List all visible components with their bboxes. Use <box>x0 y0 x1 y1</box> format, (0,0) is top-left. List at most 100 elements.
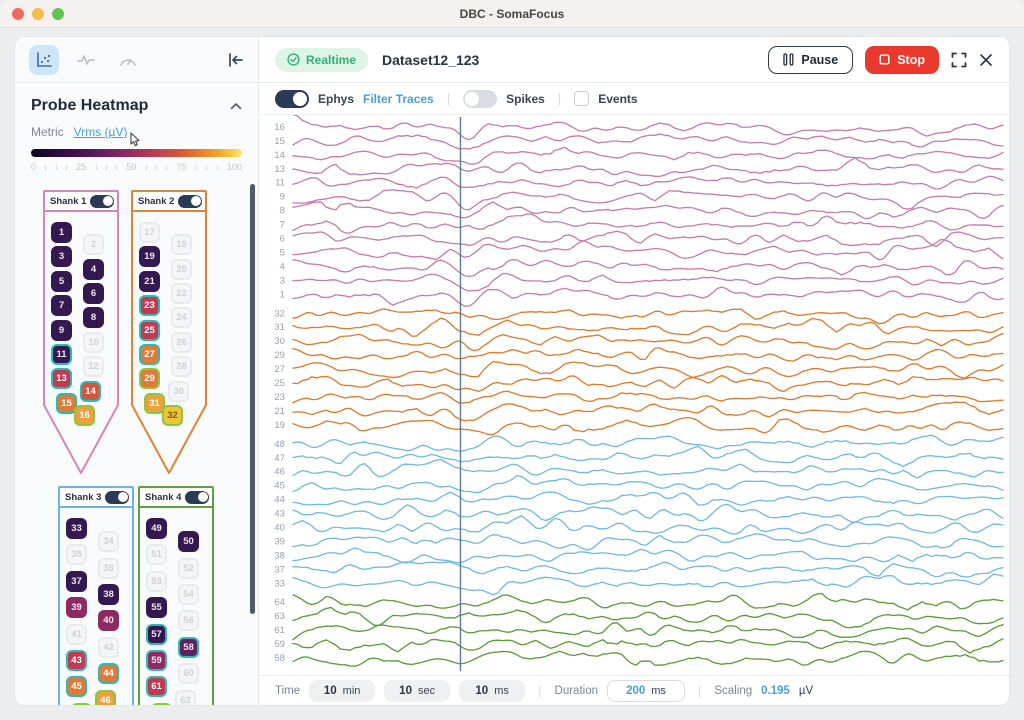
shank-toggle[interactable] <box>178 194 202 208</box>
channel-cell-20[interactable]: 20 <box>171 258 192 280</box>
trace-channel-15[interactable] <box>292 133 1004 150</box>
sidebar-scrollbar[interactable] <box>250 184 255 614</box>
channel-cell-12[interactable]: 12 <box>83 356 104 378</box>
trace-channel-31[interactable] <box>292 317 1004 337</box>
channel-cell-34[interactable]: 34 <box>98 531 119 553</box>
fullscreen-button[interactable] <box>951 52 967 68</box>
trace-channel-37[interactable] <box>292 561 1004 578</box>
trace-channel-45[interactable] <box>292 474 1004 494</box>
duration-input[interactable]: 200 ms <box>607 679 685 702</box>
ephys-toggle[interactable] <box>275 89 309 108</box>
channel-cell-17[interactable]: 17 <box>139 222 160 243</box>
trace-channel-14[interactable] <box>292 146 1004 165</box>
channel-cell-8[interactable]: 8 <box>83 307 104 329</box>
metric-select-link[interactable]: Vrms (µV) <box>73 125 128 139</box>
trace-channel-64[interactable] <box>292 592 1004 611</box>
trace-channel-27[interactable] <box>292 361 1004 379</box>
channel-cell-29[interactable]: 29 <box>139 368 160 390</box>
channel-cell-26[interactable]: 26 <box>171 331 192 353</box>
shank-toggle[interactable] <box>105 490 129 504</box>
channel-cell-6[interactable]: 6 <box>83 283 104 304</box>
close-window-button[interactable] <box>12 8 24 20</box>
channel-cell-51[interactable]: 51 <box>146 544 167 566</box>
shank-toggle[interactable] <box>90 194 114 208</box>
trace-channel-63[interactable] <box>292 606 1004 629</box>
trace-channel-48[interactable] <box>292 434 1004 452</box>
trace-channel-19[interactable] <box>292 416 1004 436</box>
trace-channel-39[interactable] <box>292 533 1004 551</box>
trace-channel-61[interactable] <box>292 622 1004 641</box>
channel-cell-35[interactable]: 35 <box>66 544 87 566</box>
channel-cell-25[interactable]: 25 <box>139 319 160 341</box>
trace-plot[interactable]: 16 15 14 13 11 9 8 7 6 5 4 3 1 32 31 30 29 27 25 23 21 19 48 47… <box>259 115 1009 675</box>
time-min-field[interactable]: 10 min <box>309 679 376 702</box>
channel-cell-1[interactable]: 1 <box>51 222 72 243</box>
trace-channel-23[interactable] <box>292 390 1004 404</box>
pause-button[interactable]: Pause <box>768 45 854 74</box>
spikes-toggle[interactable] <box>463 89 498 108</box>
channel-cell-19[interactable]: 19 <box>139 246 160 268</box>
channel-cell-7[interactable]: 7 <box>51 295 72 317</box>
channel-cell-28[interactable]: 28 <box>171 356 192 378</box>
trace-channel-59[interactable] <box>292 637 1004 654</box>
channel-cell-58[interactable]: 58 <box>178 636 199 658</box>
channel-cell-43[interactable]: 43 <box>66 650 87 671</box>
channel-cell-30[interactable]: 30 <box>168 380 189 402</box>
channel-cell-22[interactable]: 22 <box>171 283 192 304</box>
channel-cell-45[interactable]: 45 <box>66 676 87 698</box>
trace-channel-7[interactable] <box>292 213 1004 234</box>
channel-cell-47[interactable]: 47 <box>71 702 92 705</box>
channel-cell-50[interactable]: 50 <box>178 531 199 553</box>
trace-channel-43[interactable] <box>292 503 1004 524</box>
trace-channel-32[interactable] <box>292 308 1004 325</box>
channel-cell-23[interactable]: 23 <box>139 295 160 317</box>
channel-cell-14[interactable]: 14 <box>80 380 101 402</box>
channel-cell-27[interactable]: 27 <box>139 344 160 365</box>
trace-channel-9[interactable] <box>292 189 1004 211</box>
scaling-value[interactable]: 0.195 <box>761 684 790 697</box>
trace-channel-13[interactable] <box>292 157 1004 178</box>
time-sec-field[interactable]: 10 sec <box>384 679 451 702</box>
trace-channel-11[interactable] <box>292 175 1004 190</box>
channel-cell-61[interactable]: 61 <box>146 676 167 698</box>
channel-cell-52[interactable]: 52 <box>178 557 199 579</box>
waveform-view-button[interactable] <box>71 45 101 75</box>
channel-cell-59[interactable]: 59 <box>146 650 167 671</box>
channel-cell-13[interactable]: 13 <box>51 368 72 390</box>
channel-cell-60[interactable]: 60 <box>178 663 199 685</box>
close-view-button[interactable] <box>979 53 993 67</box>
channel-cell-63[interactable]: 63 <box>151 702 172 705</box>
trace-channel-40[interactable] <box>292 515 1004 535</box>
channel-cell-31[interactable]: 31 <box>144 392 165 414</box>
stop-button[interactable]: Stop <box>865 45 939 74</box>
channel-cell-53[interactable]: 53 <box>146 570 167 592</box>
trace-channel-1[interactable] <box>292 286 1004 307</box>
channel-cell-37[interactable]: 37 <box>66 570 87 592</box>
trace-channel-16[interactable] <box>292 115 1004 141</box>
channel-cell-11[interactable]: 11 <box>51 344 72 365</box>
channel-cell-36[interactable]: 36 <box>98 557 119 579</box>
gauge-view-button[interactable] <box>113 45 143 75</box>
channel-cell-24[interactable]: 24 <box>171 307 192 329</box>
channel-cell-10[interactable]: 10 <box>83 331 104 353</box>
channel-cell-57[interactable]: 57 <box>146 623 167 645</box>
heatmap-view-button[interactable] <box>29 44 59 75</box>
channel-cell-49[interactable]: 49 <box>146 518 167 539</box>
channel-cell-62[interactable]: 62 <box>175 689 196 705</box>
filter-traces-link[interactable]: Filter Traces <box>363 91 434 106</box>
events-checkbox[interactable] <box>574 91 590 106</box>
channel-cell-32[interactable]: 32 <box>162 405 183 426</box>
channel-cell-33[interactable]: 33 <box>66 518 87 539</box>
channel-cell-46[interactable]: 46 <box>95 689 116 705</box>
trace-channel-44[interactable] <box>292 491 1004 506</box>
trace-channel-5[interactable] <box>292 238 1004 261</box>
chevron-up-icon[interactable] <box>230 102 242 110</box>
trace-channel-29[interactable] <box>292 347 1004 362</box>
channel-cell-21[interactable]: 21 <box>139 270 160 292</box>
trace-channel-25[interactable] <box>292 374 1004 393</box>
trace-channel-46[interactable] <box>292 458 1004 479</box>
channel-cell-3[interactable]: 3 <box>51 246 72 268</box>
channel-cell-18[interactable]: 18 <box>171 234 192 256</box>
collapse-sidebar-button[interactable] <box>227 52 244 68</box>
channel-cell-16[interactable]: 16 <box>74 405 95 426</box>
